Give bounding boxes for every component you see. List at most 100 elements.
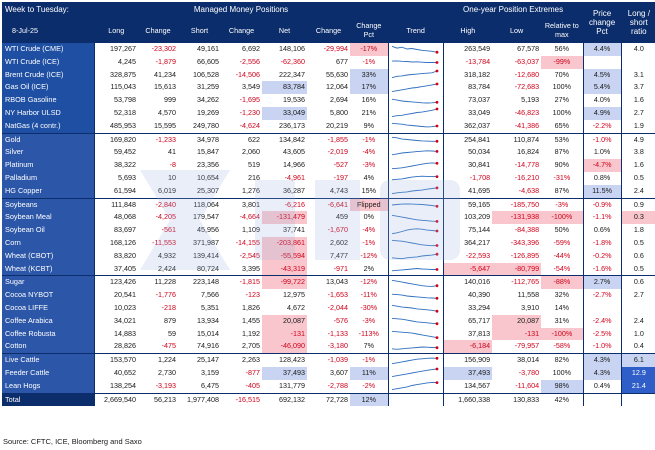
price-change-cell: 4.0% <box>582 94 622 107</box>
low-cell: -14,778 <box>514 160 540 170</box>
trend-line <box>391 60 437 64</box>
low-cell: 5,193 <box>521 95 540 105</box>
trend-line <box>391 46 437 54</box>
trend-line <box>391 136 437 142</box>
short-cell: 74,916 <box>178 340 221 355</box>
high-cell: 30,841 <box>442 159 493 172</box>
high-cell: 37,813 <box>442 327 493 341</box>
commodity-name: Lean Hogs <box>2 379 94 394</box>
long-cell: 138,254 <box>93 379 138 394</box>
long-cell: 111,848 <box>93 198 138 212</box>
trend-sparkline <box>387 146 444 160</box>
short-cell: 6,475 <box>178 379 221 394</box>
change-net-cell: 13,043 <box>326 277 348 287</box>
commodity-name: Cotton <box>2 340 94 355</box>
trend-line <box>391 187 437 195</box>
trend-last-point <box>435 244 438 248</box>
high-cell: -13,784 <box>442 55 493 69</box>
long-cell: 53,798 <box>93 94 138 107</box>
low-cell: -46,823 <box>514 107 540 117</box>
net-cell: -203,861 <box>262 236 307 250</box>
trend-line <box>391 162 437 169</box>
change-long-cell: -8 <box>169 160 176 170</box>
change-pct-cell: 2% <box>350 262 389 277</box>
short-cell: 25,147 <box>197 355 219 365</box>
relative-cell: 98% <box>541 379 584 394</box>
trend-sparkline <box>391 252 438 260</box>
price-change-cell: 0.8% <box>582 171 622 185</box>
trend-sparkline <box>391 175 438 181</box>
trend-sparkline <box>391 98 438 104</box>
short-cell: 249,780 <box>178 119 221 134</box>
price-change-cell: 4.9% <box>582 106 622 120</box>
price-change-cell: 11.5% <box>582 184 622 199</box>
trend-line <box>391 83 437 92</box>
change-short-cell: 1,109 <box>242 225 260 235</box>
long-cell: 10,023 <box>93 301 138 315</box>
relative-cell: 53% <box>554 134 570 144</box>
trend-sparkline <box>391 293 438 300</box>
total-net-cell: 692,132 <box>262 392 307 407</box>
long-cell: 34,021 <box>93 314 138 328</box>
trend-sparkline <box>391 356 438 364</box>
high-cell: 40,390 <box>442 289 493 302</box>
long-cell: 4,245 <box>93 55 138 69</box>
trend-sparkline <box>387 119 444 134</box>
trend-sparkline <box>387 211 444 225</box>
high-cell: 140,016 <box>442 275 493 290</box>
price-change-cell: 1.0% <box>582 146 622 160</box>
change-pct-cell: -1% <box>362 56 376 66</box>
short-cell: 31,259 <box>197 82 219 92</box>
managed-money-title: Managed Money Positions <box>93 2 389 17</box>
price-change-cell: -1.6% <box>582 262 622 277</box>
commodity-name: Silver <box>2 146 94 160</box>
net-cell: -4,961 <box>284 172 305 182</box>
change-net-cell: 7,477 <box>330 250 348 260</box>
commodity-name: Palladium <box>2 171 94 185</box>
change-pct-cell: -30% <box>360 302 378 312</box>
trend-sparkline <box>391 123 438 128</box>
short-cell: 23,356 <box>197 160 219 170</box>
change-short-cell: -14,506 <box>235 69 260 79</box>
change-short-cell: -4,664 <box>239 212 260 222</box>
table-body: WTI Crude (CME) 197,267 -23,302 49,161 6,692… <box>2 43 655 407</box>
long-cell: 20,541 <box>93 289 138 302</box>
ratio-cell: 0.9 <box>620 198 655 212</box>
ratio-cell <box>620 55 655 69</box>
table-row: Feeder Cattle 40,652 2,730 3,159 -877 37,493 3… <box>2 366 655 380</box>
ratio-cell: 1.6 <box>620 94 655 107</box>
trend-sparkline <box>387 366 444 380</box>
price-change-cell: -2.5% <box>582 327 622 341</box>
low-cell: -16,210 <box>514 172 540 182</box>
trend-last-point <box>435 51 438 54</box>
low-cell: -3,780 <box>518 367 540 377</box>
trend-last-point <box>435 229 438 232</box>
trend-last-point <box>435 61 438 65</box>
relative-cell: -100% <box>541 327 584 341</box>
commodity-name: Soybean Oil <box>2 224 94 237</box>
col-change-short: Change <box>221 17 262 43</box>
low-cell: -4,638 <box>492 184 542 199</box>
ratio-cell: 1.6 <box>620 159 655 172</box>
table-row: Platinum 38,322 -8 23,356 519 14,966 -527 -3% 30… <box>2 159 655 172</box>
trend-sparkline <box>391 305 438 313</box>
change-net-cell: -2,788 <box>307 379 350 394</box>
relative-cell: 56% <box>554 44 570 53</box>
relative-cell: 31% <box>554 315 570 325</box>
net-cell: 20,087 <box>262 314 307 328</box>
trend-sparkline <box>391 107 438 118</box>
trend-line <box>391 176 437 181</box>
ratio-cell: 0.5 <box>620 171 655 185</box>
net-cell: 131,779 <box>262 379 307 394</box>
change-net-cell: -527 <box>333 160 348 170</box>
change-long-cell: -1,776 <box>155 290 176 300</box>
change-net-cell: -1,133 <box>327 328 348 338</box>
net-cell: 83,784 <box>262 81 307 95</box>
total-price-change-cell <box>582 392 622 407</box>
low-cell: -41,386 <box>492 119 542 134</box>
table-row: Wheat (KCBT) 37,405 2,424 80,724 3,395 -43,31… <box>2 262 655 277</box>
table-row: RBOB Gasoline 53,798 999 34,262 -1,695 19,536… <box>2 94 655 107</box>
table-row: Wheat (CBOT) 83,820 4,932 139,414 -2,545 -55,… <box>2 249 655 263</box>
change-long-cell: 59 <box>168 328 176 338</box>
low-cell: -131,938 <box>492 211 542 225</box>
